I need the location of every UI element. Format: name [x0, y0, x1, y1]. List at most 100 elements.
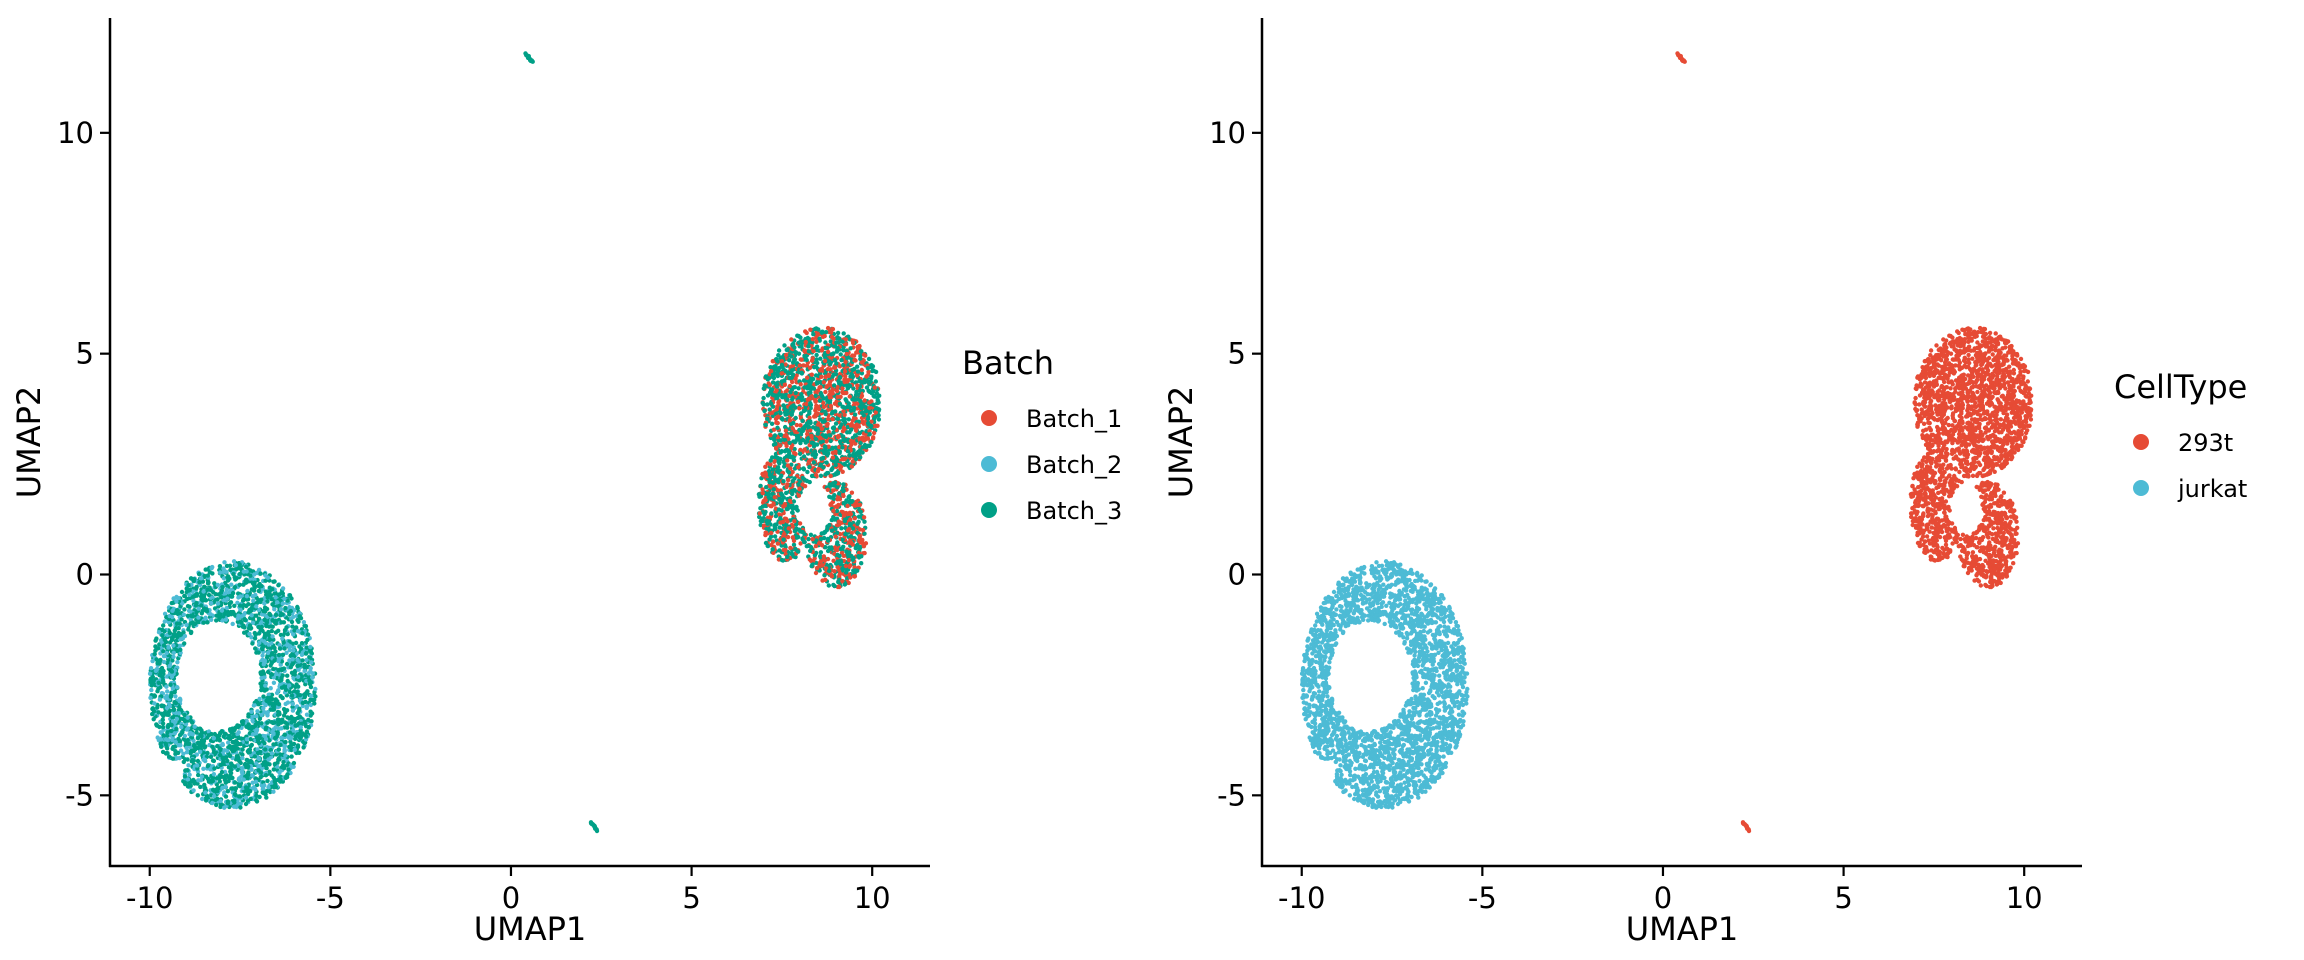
data-point [152, 693, 157, 698]
data-point [210, 800, 215, 806]
data-point [791, 499, 797, 504]
data-point [849, 464, 854, 469]
data-point [862, 519, 867, 524]
data-point [815, 468, 821, 474]
data-point [860, 527, 866, 533]
data-point [841, 493, 846, 499]
data-point [823, 433, 828, 438]
data-point [768, 458, 773, 463]
data-point [242, 625, 247, 630]
data-point [253, 779, 259, 784]
data-point [261, 639, 267, 644]
data-point [222, 560, 227, 565]
data-point [798, 335, 803, 340]
data-point [249, 773, 255, 778]
data-point [240, 720, 245, 725]
data-point [843, 570, 849, 575]
data-point [233, 562, 238, 568]
data-point [814, 339, 819, 344]
data-point [859, 561, 864, 566]
data-point [826, 444, 831, 449]
data-point [817, 368, 823, 373]
data-point [843, 337, 848, 342]
data-point [150, 706, 156, 711]
data-point [806, 344, 811, 349]
data-point [281, 620, 287, 625]
data-point [758, 483, 763, 489]
data-point [237, 778, 242, 783]
data-point [259, 597, 264, 602]
data-point [810, 440, 816, 446]
data-point [260, 653, 265, 658]
data-point [271, 775, 276, 780]
data-point [773, 509, 779, 515]
data-point [834, 388, 840, 394]
data-point [287, 689, 292, 695]
data-point [194, 730, 199, 735]
data-point [813, 393, 818, 398]
data-point [169, 669, 175, 674]
data-point [220, 584, 225, 590]
data-point [262, 783, 267, 788]
data-point [769, 483, 774, 489]
data-point [810, 537, 815, 542]
data-point [813, 454, 818, 460]
data-point [244, 579, 249, 585]
data-point [820, 563, 825, 568]
data-point [789, 431, 794, 436]
data-point [871, 402, 876, 407]
data-point [200, 796, 205, 802]
data-point [764, 485, 769, 490]
data-point [240, 755, 245, 761]
data-point [188, 630, 194, 636]
data-point [267, 611, 272, 616]
data-points [147, 51, 882, 834]
data-point [842, 405, 847, 410]
data-point [184, 750, 190, 755]
data-point [761, 473, 766, 478]
data-point [765, 416, 770, 421]
data-point [191, 788, 196, 793]
data-point [827, 433, 833, 438]
data-point [228, 770, 234, 776]
data-point [298, 725, 303, 730]
data-point [300, 731, 305, 736]
data-point [248, 573, 253, 578]
data-point [265, 669, 271, 675]
data-point [272, 607, 277, 612]
data-point [188, 730, 193, 736]
data-point [803, 329, 808, 334]
data-point [261, 662, 266, 667]
data-point [812, 326, 818, 332]
data-point [807, 464, 812, 470]
data-point [785, 371, 791, 376]
data-point [773, 478, 778, 483]
data-point [770, 467, 776, 472]
data-point [841, 501, 846, 506]
data-point [287, 658, 292, 663]
data-point [848, 511, 853, 517]
data-point [807, 415, 812, 420]
data-point [834, 340, 839, 345]
data-point [872, 385, 877, 390]
data-point [826, 372, 832, 378]
data-point [825, 367, 831, 372]
data-point [864, 374, 869, 379]
data-point [291, 648, 296, 653]
data-point [869, 419, 874, 424]
data-point [250, 641, 255, 646]
data-point [212, 731, 217, 737]
data-point [827, 395, 833, 400]
data-point [796, 386, 801, 391]
data-point [852, 433, 858, 438]
data-point [762, 408, 767, 414]
data-point [807, 411, 812, 416]
data-point [251, 703, 257, 708]
data-point [818, 473, 824, 478]
data-point [308, 644, 313, 650]
data-point [180, 730, 185, 735]
data-point [298, 646, 304, 651]
data-point [281, 640, 286, 645]
data-point [817, 398, 823, 403]
data-point [768, 462, 773, 467]
